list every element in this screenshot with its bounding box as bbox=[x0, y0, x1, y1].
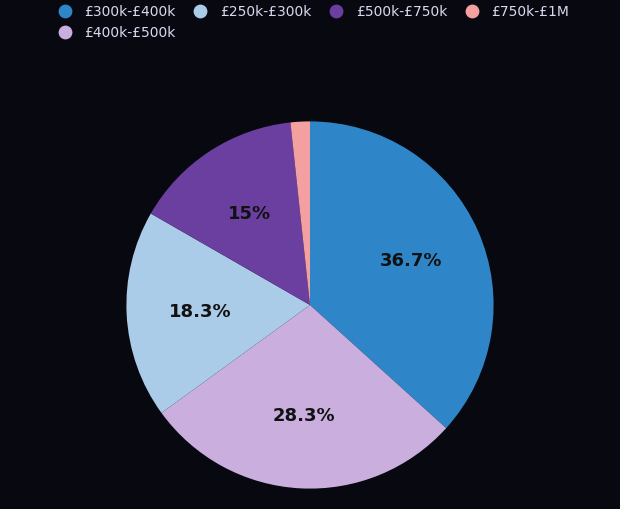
Text: 36.7%: 36.7% bbox=[379, 252, 442, 270]
Text: 18.3%: 18.3% bbox=[169, 302, 231, 320]
Legend: £300k-£400k, £400k-£500k, £250k-£300k, £500k-£750k, £750k-£1M: £300k-£400k, £400k-£500k, £250k-£300k, £… bbox=[46, 1, 574, 44]
Wedge shape bbox=[290, 122, 310, 305]
Wedge shape bbox=[161, 305, 446, 489]
Wedge shape bbox=[151, 123, 310, 305]
Wedge shape bbox=[310, 122, 494, 428]
Text: 15%: 15% bbox=[228, 204, 272, 222]
Wedge shape bbox=[126, 214, 310, 413]
Text: 28.3%: 28.3% bbox=[273, 406, 335, 424]
